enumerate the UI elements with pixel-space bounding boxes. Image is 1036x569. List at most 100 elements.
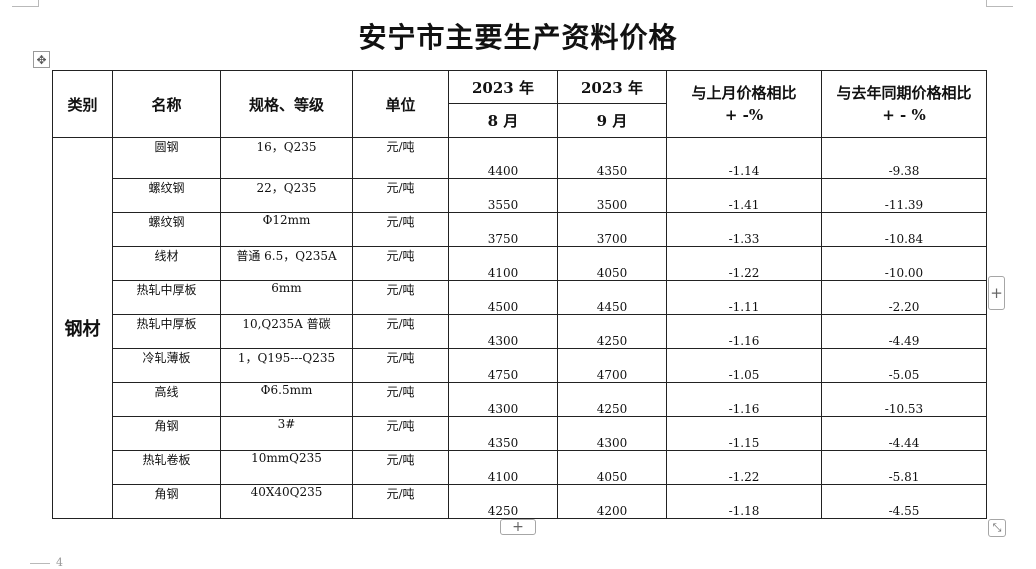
table-row: 钢材 圆钢 16，Q235 元/吨 4400 4350 -1.14 -9.38 xyxy=(52,137,987,519)
page-corner-mark-top-right xyxy=(986,0,1013,7)
name-cell: 角钢 xyxy=(112,484,221,519)
table-row: 热轧卷板 10mmQ235 元/吨 4100 4050 -1.22 -5.81 xyxy=(53,450,987,485)
name-cell: 热轧中厚板 xyxy=(112,314,221,349)
name-cell: 螺纹钢 xyxy=(112,178,221,213)
mom-change-cell: -1.41 xyxy=(666,178,822,213)
yoy-change-cell: -9.38 xyxy=(821,137,987,179)
aug-price-cell: 3550 xyxy=(448,178,558,213)
spec-cell: 10mmQ235 xyxy=(220,450,353,485)
header-category: 类别 xyxy=(52,70,113,138)
plus-icon: + xyxy=(512,519,524,535)
aug-price-cell: 4100 xyxy=(448,450,558,485)
yoy-change-cell: -10.53 xyxy=(821,382,987,417)
aug-price-cell: 4100 xyxy=(448,246,558,281)
mom-change-cell: -1.16 xyxy=(666,314,822,349)
header-yoy-line2: + - % xyxy=(882,106,926,124)
name-cell: 热轧中厚板 xyxy=(112,280,221,315)
sep-price-cell: 4700 xyxy=(557,348,667,383)
mom-change-cell: -1.18 xyxy=(666,484,822,519)
name-cell: 角钢 xyxy=(112,416,221,451)
sep-price-cell: 4350 xyxy=(557,137,667,179)
unit-cell: 元/吨 xyxy=(352,382,449,417)
unit-cell: 元/吨 xyxy=(352,212,449,247)
name-cell: 冷轧薄板 xyxy=(112,348,221,383)
spec-cell: Φ6.5mm xyxy=(220,382,353,417)
table-row: 角钢 40X40Q235 元/吨 4250 4200 -1.18 -4.55 xyxy=(53,484,987,519)
yoy-change-cell: -10.84 xyxy=(821,212,987,247)
spec-cell: 40X40Q235 xyxy=(220,484,353,519)
spec-cell: 6mm xyxy=(220,280,353,315)
unit-cell: 元/吨 xyxy=(352,314,449,349)
sep-price-cell: 4250 xyxy=(557,314,667,349)
table-row: 螺纹钢 Φ12mm 元/吨 3750 3700 -1.33 -10.84 xyxy=(53,212,987,247)
document-title: 安宁市主要生产资料价格 xyxy=(358,21,678,54)
yoy-change-cell: -4.44 xyxy=(821,416,987,451)
aug-price-cell: 4300 xyxy=(448,382,558,417)
aug-price-cell: 4250 xyxy=(448,484,558,519)
mom-change-cell: -1.15 xyxy=(666,416,822,451)
unit-cell: 元/吨 xyxy=(352,484,449,519)
name-cell: 高线 xyxy=(112,382,221,417)
yoy-change-cell: -2.20 xyxy=(821,280,987,315)
header-mom-line2: + -% xyxy=(724,106,764,124)
spec-cell: 普通 6.5，Q235A xyxy=(220,246,353,281)
mom-change-cell: -1.05 xyxy=(666,348,822,383)
unit-cell: 元/吨 xyxy=(352,348,449,383)
plus-icon: + xyxy=(990,284,1003,302)
header-sep-year: 2023 年 xyxy=(557,70,667,104)
sep-price-cell: 3700 xyxy=(557,212,667,247)
spec-cell: 22，Q235 xyxy=(220,178,353,213)
sep-price-cell: 4050 xyxy=(557,450,667,485)
category-cell: 钢材 xyxy=(52,137,113,519)
sep-price-cell: 4300 xyxy=(557,416,667,451)
mom-change-cell: -1.33 xyxy=(666,212,822,247)
table-row: 螺纹钢 22，Q235 元/吨 3550 3500 -1.41 -11.39 xyxy=(53,178,987,213)
sep-price-cell: 3500 xyxy=(557,178,667,213)
yoy-change-cell: -5.81 xyxy=(821,450,987,485)
aug-price-cell: 4400 xyxy=(448,137,558,179)
mom-change-cell: -1.14 xyxy=(666,137,822,179)
page-corner-mark-top-left xyxy=(12,0,39,7)
spec-cell: 3# xyxy=(220,416,353,451)
page-corner-mark-bottom-left xyxy=(30,563,50,569)
name-cell: 热轧卷板 xyxy=(112,450,221,485)
yoy-change-cell: -4.55 xyxy=(821,484,987,519)
unit-cell: 元/吨 xyxy=(352,280,449,315)
table-row: 高线 Φ6.5mm 元/吨 4300 4250 -1.16 -10.53 xyxy=(53,382,987,417)
yoy-change-cell: -10.00 xyxy=(821,246,987,281)
header-spec: 规格、等级 xyxy=(220,70,353,138)
aug-price-cell: 4300 xyxy=(448,314,558,349)
name-cell: 线材 xyxy=(112,246,221,281)
yoy-change-cell: -4.49 xyxy=(821,314,987,349)
spec-cell: Φ12mm xyxy=(220,212,353,247)
header-year-on-year: 与去年同期价格相比 + - % xyxy=(821,70,987,138)
table-resize-handle[interactable]: ⤡ xyxy=(988,519,1006,537)
unit-cell: 元/吨 xyxy=(352,137,449,179)
sep-price-cell: 4450 xyxy=(557,280,667,315)
header-aug-year: 2023 年 xyxy=(448,70,558,104)
table-row: 冷轧薄板 1，Q195---Q235 元/吨 4750 4700 -1.05 -… xyxy=(53,348,987,383)
add-row-button[interactable]: + xyxy=(500,519,536,535)
aug-price-cell: 4350 xyxy=(448,416,558,451)
unit-cell: 元/吨 xyxy=(352,178,449,213)
spec-cell: 1，Q195---Q235 xyxy=(220,348,353,383)
unit-cell: 元/吨 xyxy=(352,246,449,281)
name-cell: 圆钢 xyxy=(112,137,221,179)
mom-change-cell: -1.11 xyxy=(666,280,822,315)
move-arrows-icon: ✥ xyxy=(36,52,47,67)
table-move-handle[interactable]: ✥ xyxy=(33,51,50,68)
header-sep-month: 9 月 xyxy=(557,103,667,138)
sep-price-cell: 4200 xyxy=(557,484,667,519)
price-table: 类别 名称 规格、等级 单位 2023 年 2023 年 与上月价格相比 + -… xyxy=(52,70,987,519)
header-month-on-month: 与上月价格相比 + -% xyxy=(666,70,822,138)
table-row: 角钢 3# 元/吨 4350 4300 -1.15 -4.44 xyxy=(53,416,987,451)
header-aug-month: 8 月 xyxy=(448,103,558,138)
unit-cell: 元/吨 xyxy=(352,416,449,451)
header-mom-line1: 与上月价格相比 xyxy=(691,84,797,102)
table-row: 热轧中厚板 10,Q235A 普碳 元/吨 4300 4250 -1.16 -4… xyxy=(53,314,987,349)
header-unit: 单位 xyxy=(352,70,449,138)
add-column-button[interactable]: + xyxy=(988,276,1005,310)
mom-change-cell: -1.16 xyxy=(666,382,822,417)
header-yoy-line1: 与去年同期价格相比 xyxy=(836,84,972,102)
aug-price-cell: 4750 xyxy=(448,348,558,383)
